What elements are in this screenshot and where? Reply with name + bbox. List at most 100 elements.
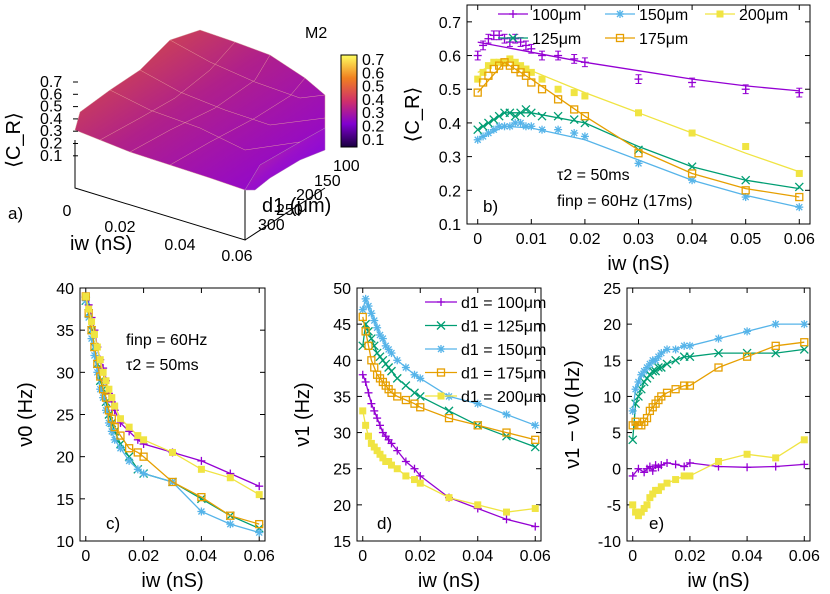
data-point xyxy=(478,78,488,87)
data-point xyxy=(671,385,680,394)
data-point xyxy=(436,368,446,377)
data-point xyxy=(387,349,396,358)
series xyxy=(473,30,804,98)
plot-frame-d xyxy=(356,287,542,542)
data-point xyxy=(411,476,418,484)
data-point xyxy=(527,68,535,76)
panel-a-colorbar-tick: 0.4 xyxy=(362,92,384,109)
data-point xyxy=(373,323,382,332)
data-point xyxy=(401,363,410,372)
data-point xyxy=(254,523,264,533)
x-tick-label: 0.06 xyxy=(784,231,815,248)
data-point xyxy=(473,135,482,144)
data-point xyxy=(527,44,536,53)
y-tick-label: 50 xyxy=(333,281,351,298)
data-point xyxy=(473,421,482,430)
y-tick-label: 45 xyxy=(333,317,351,334)
data-point xyxy=(648,366,658,376)
data-point xyxy=(654,486,662,494)
data-point xyxy=(483,118,493,128)
data-point xyxy=(168,477,177,487)
x-tick-label: 0.05 xyxy=(730,231,761,248)
data-point xyxy=(116,415,124,423)
data-point xyxy=(570,89,578,97)
data-point xyxy=(516,38,525,47)
data-point xyxy=(125,423,133,431)
y-tick-label: 5 xyxy=(612,426,621,443)
series xyxy=(473,58,804,202)
data-point xyxy=(800,320,809,329)
data-point xyxy=(511,58,519,66)
data-point xyxy=(139,452,148,461)
data-point xyxy=(388,461,395,469)
panel-a-ztick: 0.6 xyxy=(40,86,62,103)
series-line xyxy=(477,61,800,198)
y-tick-label: 20 xyxy=(56,450,74,467)
data-point xyxy=(474,75,482,83)
data-point xyxy=(479,41,488,50)
panel-a-ztick: 0.7 xyxy=(40,74,62,91)
panel-a-xtick: 0.04 xyxy=(164,237,195,254)
data-point xyxy=(255,482,264,491)
series xyxy=(628,338,809,430)
data-point xyxy=(553,111,563,121)
panel-a-surface-front xyxy=(244,127,326,191)
annotation: τ2 = 50ms xyxy=(126,357,199,374)
data-point xyxy=(640,504,648,512)
data-point xyxy=(93,343,101,351)
data-point xyxy=(393,446,402,455)
data-point xyxy=(685,341,694,350)
panel-a-box-right xyxy=(244,187,326,241)
data-point xyxy=(800,436,808,444)
data-point xyxy=(364,341,373,350)
data-point xyxy=(410,464,419,473)
series-line xyxy=(632,439,805,517)
data-point xyxy=(771,462,780,471)
x-tick-label: 0.04 xyxy=(677,231,708,248)
data-point xyxy=(795,203,804,212)
data-point xyxy=(521,71,531,80)
data-point xyxy=(393,465,401,473)
data-point xyxy=(494,111,504,121)
data-point xyxy=(139,469,148,478)
data-point xyxy=(521,104,531,114)
data-point xyxy=(688,78,697,87)
data-point xyxy=(794,182,804,192)
data-point xyxy=(226,511,235,520)
panel-a-label: a) xyxy=(8,204,23,223)
panel-d-chart: 0 0.02 0.04 0.06 15 20 25 30 35 40 45 50 iw (nS) ν1 (… xyxy=(292,281,551,592)
data-point xyxy=(365,432,372,440)
data-point xyxy=(445,494,453,502)
panel-a-dtick: 150 xyxy=(314,173,341,190)
data-point xyxy=(444,413,454,423)
series xyxy=(473,104,804,192)
data-point xyxy=(361,327,370,336)
data-point xyxy=(364,388,373,397)
data-point xyxy=(795,88,804,97)
plot-frame-e xyxy=(626,287,811,542)
y-tick-label: 20 xyxy=(603,317,621,334)
data-point xyxy=(392,373,402,383)
data-point xyxy=(645,462,654,471)
y-tick-label: 0.4 xyxy=(439,116,461,133)
data-point xyxy=(90,330,98,338)
y-tick-label: 0 xyxy=(612,462,621,479)
data-point xyxy=(478,121,488,131)
data-point xyxy=(743,463,752,472)
y-tick-label: 25 xyxy=(56,408,74,425)
data-point xyxy=(662,388,672,397)
series xyxy=(359,407,539,516)
data-point xyxy=(416,479,424,487)
x-tick-label: 0.04 xyxy=(462,548,493,565)
data-point xyxy=(387,439,396,448)
data-point xyxy=(107,414,116,423)
data-point xyxy=(502,428,511,437)
legend-entry: 100μm xyxy=(532,7,581,24)
series xyxy=(81,292,264,529)
data-point xyxy=(634,377,643,386)
panel-a-colorbar-tick: 0.6 xyxy=(362,65,384,82)
data-point xyxy=(687,169,697,178)
data-point xyxy=(479,132,488,141)
data-point xyxy=(111,402,119,410)
data-point xyxy=(110,422,119,432)
